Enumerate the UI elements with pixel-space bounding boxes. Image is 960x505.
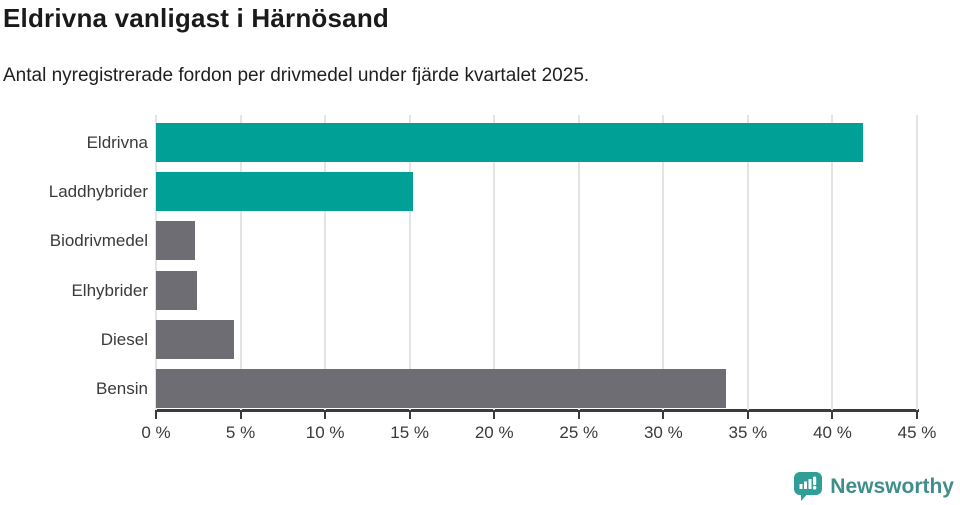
x-tick-mark-15pct <box>408 410 411 419</box>
x-tick-mark-5pct <box>239 410 242 419</box>
x-tick-mark-45pct <box>916 410 918 419</box>
gridline-35pct <box>746 115 749 410</box>
bar <box>156 270 197 310</box>
gridline-10pct <box>324 115 327 410</box>
gridline-30pct <box>662 115 665 410</box>
x-tick-label: 15 % <box>390 423 430 442</box>
category-label: Diesel <box>100 329 148 349</box>
x-tick-label: 5 % <box>225 423 256 442</box>
newsworthy-icon <box>794 472 823 501</box>
newsworthy-logo: Newsworthy <box>793 471 954 502</box>
x-tick-mark-0pct <box>155 410 157 419</box>
x-axis-line <box>155 409 919 412</box>
x-tick-label: 10 % <box>305 423 345 442</box>
x-tick-mark-25pct <box>577 410 580 419</box>
category-label: Eldrivna <box>86 133 148 152</box>
bar <box>156 221 195 261</box>
x-tick-mark-30pct <box>662 410 665 419</box>
category-label: Bensin <box>96 379 148 398</box>
x-tick-label: 20 % <box>474 423 514 442</box>
gridline-5pct <box>239 115 242 410</box>
x-tick-mark-40pct <box>831 410 834 419</box>
gridline-20pct <box>493 115 496 410</box>
x-tick-label: 0 % <box>141 423 171 442</box>
bar <box>156 369 726 408</box>
category-label: Biodrivmedel <box>49 231 148 251</box>
category-label: Laddhybrider <box>48 182 148 202</box>
x-tick-mark-20pct <box>493 410 496 419</box>
x-tick-mark-10pct <box>324 410 327 419</box>
x-tick-label: 40 % <box>813 423 852 442</box>
x-tick-mark-35pct <box>746 410 749 419</box>
gridline-40pct <box>831 115 834 410</box>
gridline-15pct <box>408 115 411 410</box>
bar <box>156 319 234 359</box>
category-label: Elhybrider <box>71 280 148 300</box>
x-tick-label: 25 % <box>559 423 599 442</box>
bar <box>156 123 863 162</box>
x-tick-label: 30 % <box>643 423 683 442</box>
x-tick-label: 45 % <box>897 423 937 442</box>
gridline-25pct <box>577 115 580 410</box>
gridline-45pct <box>916 115 918 410</box>
gridline-0pct <box>155 115 157 410</box>
chart-subtitle: Antal nyregistrerade fordon per drivmede… <box>3 65 590 86</box>
chart-title: Eldrivna vanligast i Härnösand <box>3 3 389 33</box>
x-tick-label: 35 % <box>728 423 768 442</box>
newsworthy-wordmark: Newsworthy <box>830 474 954 498</box>
bar <box>156 172 414 212</box>
